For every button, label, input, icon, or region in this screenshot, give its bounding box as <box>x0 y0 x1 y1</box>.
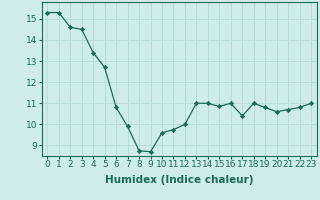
X-axis label: Humidex (Indice chaleur): Humidex (Indice chaleur) <box>105 175 253 185</box>
